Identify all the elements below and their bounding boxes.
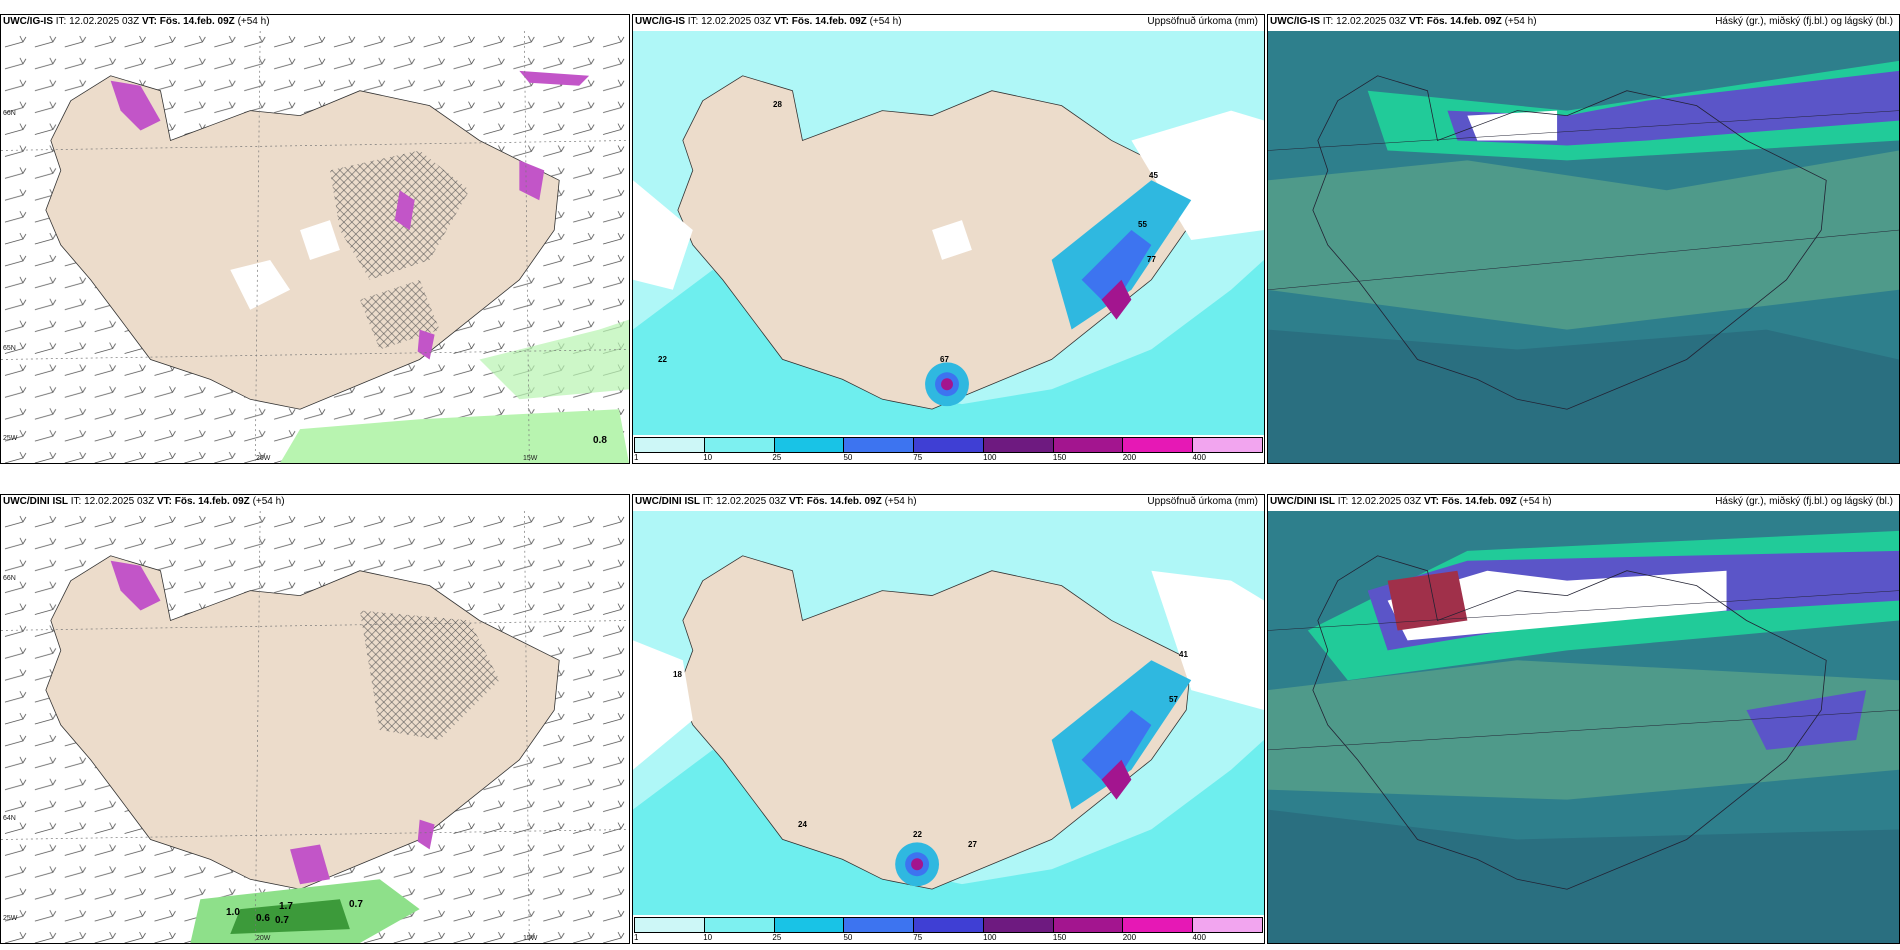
precip-value-label: 28 <box>773 100 782 109</box>
lat-64-label: 64N <box>3 815 16 822</box>
precip-value-label: 22 <box>913 830 922 839</box>
wind-map <box>1 31 629 463</box>
legend-tick: 50 <box>843 453 853 462</box>
lon-20-label: 20W <box>256 455 271 462</box>
legend-tick: 400 <box>1192 933 1206 942</box>
panel-title: UWC/DINI ISL IT: 12.02.2025 03Z VT: Fös.… <box>1270 496 1552 507</box>
legend-tick: 100 <box>983 453 997 462</box>
panel-title: UWC/IG-IS IT: 12.02.2025 03Z VT: Fös. 14… <box>635 16 902 27</box>
precip-value-label: 77 <box>1147 255 1156 264</box>
panel-title: UWC/IG-IS IT: 12.02.2025 03Z VT: Fös. 14… <box>1270 16 1537 27</box>
precip-value-label: 41 <box>1179 650 1188 659</box>
lon-15-label: 15W <box>523 935 538 942</box>
lon-25-label: 25W <box>3 915 18 922</box>
wind-map <box>1 511 629 943</box>
precip-value-label: 67 <box>940 355 949 364</box>
precip-value-label: 55 <box>1138 220 1147 229</box>
legend-tick: 200 <box>1122 453 1137 462</box>
precip-value-label: 1.0 <box>226 907 240 918</box>
panel-ig-is-clouds: UWC/IG-IS IT: 12.02.2025 03Z VT: Fös. 14… <box>1267 14 1900 464</box>
panel-dini-precip: UWC/DINI ISL IT: 12.02.2025 03Z VT: Fös.… <box>632 494 1265 944</box>
legend-swatch <box>1123 918 1194 932</box>
panel-dini-clouds: UWC/DINI ISL IT: 12.02.2025 03Z VT: Fös.… <box>1267 494 1900 944</box>
legend-swatch <box>844 438 915 452</box>
legend-swatch <box>704 918 775 932</box>
precip-value-label: 27 <box>968 840 977 849</box>
panel-title: UWC/DINI ISL IT: 12.02.2025 03Z VT: Fös.… <box>3 496 285 507</box>
legend-swatch <box>704 438 775 452</box>
legend-tick: 150 <box>1052 933 1067 942</box>
legend-tick: 1 <box>634 453 639 462</box>
precip-value-label: 57 <box>1169 695 1178 704</box>
lon-20-label: 20W <box>256 935 271 942</box>
precip-legend: 1 10 25 50 75 100 150 200 400 <box>633 435 1264 463</box>
precip-legend: 1 10 25 50 75 100 150 200 400 <box>633 915 1264 943</box>
legend-swatch <box>914 438 984 452</box>
lat-65-label: 65N <box>3 345 16 352</box>
legend-tick: 50 <box>843 933 853 942</box>
legend-color-bar <box>634 437 1263 453</box>
legend-tick: 10 <box>703 453 713 462</box>
precip-map <box>633 511 1264 915</box>
legend-swatch <box>1123 438 1194 452</box>
legend-swatch <box>1053 438 1124 452</box>
legend-tick: 200 <box>1122 933 1137 942</box>
lat-66-label: 66N <box>3 575 16 582</box>
precip-value-label: 0.7 <box>349 899 363 910</box>
panel-ig-is-wind: UWC/IG-IS IT: 12.02.2025 03Z VT: Fös. 14… <box>0 14 630 464</box>
legend-swatch <box>983 918 1054 932</box>
panel-ig-is-precip: UWC/IG-IS IT: 12.02.2025 03Z VT: Fös. 14… <box>632 14 1265 464</box>
panel-right-title: Uppsöfnuð úrkoma (mm) <box>1147 496 1258 507</box>
legend-swatch <box>844 918 915 932</box>
panel-title: UWC/DINI ISL IT: 12.02.2025 03Z VT: Fös.… <box>635 496 917 507</box>
legend-tick: 75 <box>913 933 923 942</box>
panel-right-title: Uppsöfnuð úrkoma (mm) <box>1147 16 1258 27</box>
precip-value-label: 18 <box>673 670 682 679</box>
precip-value-label: 0.6 <box>256 913 270 924</box>
precip-value-label: 0.7 <box>275 915 289 926</box>
legend-swatch <box>635 918 705 932</box>
panel-title: UWC/IG-IS IT: 12.02.2025 03Z VT: Fös. 14… <box>3 16 270 27</box>
legend-tick: 400 <box>1192 453 1206 462</box>
panel-dini-wind: UWC/DINI ISL IT: 12.02.2025 03Z VT: Fös.… <box>0 494 630 944</box>
legend-color-bar <box>634 917 1263 933</box>
legend-swatch <box>774 438 845 452</box>
legend-swatch <box>914 918 984 932</box>
cloud-map <box>1268 31 1899 463</box>
legend-tick: 1 <box>634 933 639 942</box>
panel-right-title: Háský (gr.), miðský (fj.bl.) og lágský (… <box>1715 16 1893 27</box>
legend-tick: 150 <box>1052 453 1067 462</box>
legend-swatch <box>774 918 845 932</box>
precip-map <box>633 31 1264 435</box>
legend-swatch <box>983 438 1054 452</box>
precip-value-label: 0.8 <box>593 435 607 446</box>
legend-tick: 10 <box>703 933 713 942</box>
cloud-map <box>1268 511 1899 943</box>
lat-66-label: 66N <box>3 110 16 117</box>
precip-value-label: 1.7 <box>279 901 293 912</box>
legend-tick: 25 <box>772 933 782 942</box>
legend-swatch <box>635 438 705 452</box>
legend-tick: 25 <box>772 453 782 462</box>
lon-15-label: 15W <box>523 455 538 462</box>
legend-tick: 75 <box>913 453 923 462</box>
legend-swatch <box>1193 918 1263 932</box>
legend-swatch <box>1193 438 1263 452</box>
legend-swatch <box>1053 918 1124 932</box>
legend-tick: 100 <box>983 933 997 942</box>
precip-value-label: 22 <box>658 355 667 364</box>
precip-value-label: 45 <box>1149 171 1158 180</box>
panel-right-title: Háský (gr.), miðský (fj.bl.) og lágský (… <box>1715 496 1893 507</box>
lon-25-label: 25W <box>3 435 18 442</box>
precip-value-label: 24 <box>798 820 807 829</box>
